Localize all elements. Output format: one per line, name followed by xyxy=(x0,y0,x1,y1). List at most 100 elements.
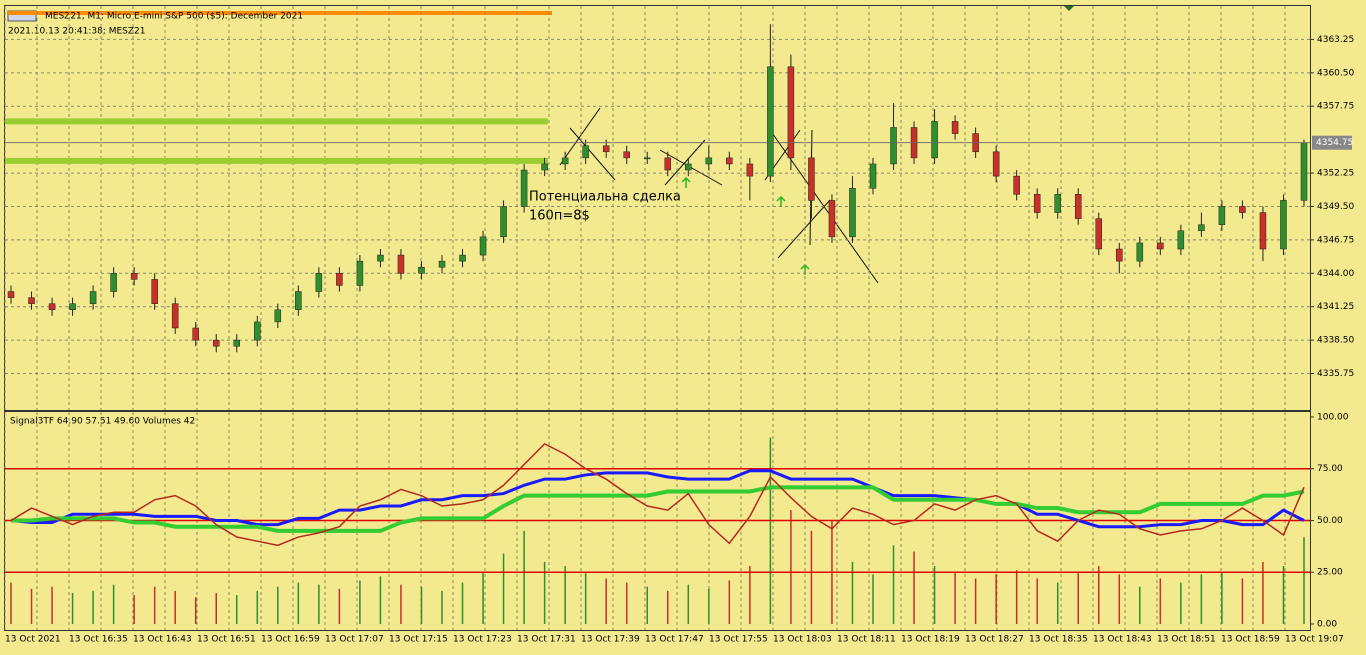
indicator-line xyxy=(10,442,1305,547)
y-tick-label: 4341.25 xyxy=(1317,302,1354,312)
x-tick-label: 13 Oct 18:35 xyxy=(1029,635,1088,645)
candle-body xyxy=(828,200,836,238)
candle-body xyxy=(151,279,158,304)
y-tick-label: 25.00 xyxy=(1317,568,1343,578)
candle-body xyxy=(336,273,343,286)
indicator-title: Signal3TF 64.90 57.51 49.60 Volumes 42 xyxy=(10,417,195,427)
y-tick-label: 0.00 xyxy=(1317,619,1337,629)
candle-body xyxy=(274,309,282,323)
candle-body xyxy=(171,303,179,329)
y-tick-label: 50.00 xyxy=(1317,516,1343,526)
annotation: 160п=8$ xyxy=(529,209,590,224)
candle-body xyxy=(582,145,589,159)
x-tick-label: 13 Oct 17:07 xyxy=(325,635,384,645)
candle-body xyxy=(233,339,241,347)
candle-body xyxy=(418,266,425,274)
chart-subtitle: 2021.10.13 20:41:38; MESZ21 xyxy=(8,27,146,37)
candle-body xyxy=(869,163,877,189)
candle-body xyxy=(1218,206,1226,225)
y-tick-label: 4344.00 xyxy=(1317,269,1354,279)
candle-body xyxy=(315,273,323,292)
x-tick-label: 13 Oct 18:51 xyxy=(1157,635,1216,645)
candle-body xyxy=(1074,194,1082,219)
candle-body xyxy=(951,121,959,134)
y-tick-label: 4338.50 xyxy=(1317,336,1354,346)
candle-body xyxy=(1095,218,1103,250)
candle-body xyxy=(254,321,261,341)
candle-body xyxy=(1177,230,1185,250)
candle-body xyxy=(110,273,117,292)
candle-body xyxy=(500,206,507,238)
x-tick-label: 13 Oct 17:55 xyxy=(709,635,768,645)
candle-body xyxy=(69,303,76,311)
candle-body xyxy=(459,254,466,262)
indicator-line xyxy=(10,469,1305,529)
y-tick-label: 4349.50 xyxy=(1317,202,1354,212)
y-tick-label: 4352.25 xyxy=(1317,169,1354,179)
x-tick-label: 13 Oct 17:23 xyxy=(453,635,512,645)
x-tick-label: 13 Oct 17:15 xyxy=(389,635,448,645)
x-tick-label: 13 Oct 18:03 xyxy=(773,635,832,645)
candle-body xyxy=(931,121,938,159)
candle-body xyxy=(643,157,651,160)
candle-body xyxy=(890,127,897,165)
candle-body xyxy=(1280,200,1287,250)
x-tick-label: 13 Oct 18:11 xyxy=(837,635,896,645)
candle-body xyxy=(685,163,692,171)
x-tick-label: 13 Oct 17:39 xyxy=(581,635,640,645)
indicator-line xyxy=(11,485,1305,533)
candle-body xyxy=(767,66,774,177)
candle-body xyxy=(479,236,487,256)
candle-body xyxy=(746,163,754,177)
candle-body xyxy=(561,157,569,165)
candle-body xyxy=(212,339,220,347)
candle-body xyxy=(1239,206,1246,213)
candle-body xyxy=(602,145,610,153)
candle-body xyxy=(356,260,364,286)
candle-body xyxy=(1013,175,1020,195)
candle-body xyxy=(849,188,856,238)
candle-body xyxy=(1300,142,1308,201)
candle-body xyxy=(787,66,795,159)
y-tick-label: 75.00 xyxy=(1317,464,1343,474)
candle-body xyxy=(1157,242,1164,250)
candle-body xyxy=(130,273,138,280)
x-tick-label: 13 Oct 16:35 xyxy=(69,635,128,645)
last-price-box xyxy=(1312,135,1352,150)
x-tick-label: 13 Oct 17:31 xyxy=(517,635,576,645)
y-tick-label: 4360.50 xyxy=(1317,68,1354,78)
price-panel xyxy=(4,5,1311,411)
candle-body xyxy=(295,291,302,311)
candle-body xyxy=(623,151,630,159)
candle-body xyxy=(1198,224,1205,232)
shift-marker xyxy=(1064,6,1074,11)
candle-body xyxy=(438,260,446,268)
chart-title: MESZ21, M1: Micro E-mini S&P 500 ($5): D… xyxy=(45,12,303,22)
annotation: Потенциальна сделка xyxy=(529,190,681,205)
candle-body xyxy=(992,151,1000,177)
candle-body xyxy=(48,303,56,311)
candle-body xyxy=(89,291,97,304)
candle-body xyxy=(1136,242,1144,262)
x-tick-label: 13 Oct 16:51 xyxy=(197,635,256,645)
y-tick-label: 100.00 xyxy=(1317,412,1349,422)
x-tick-label: 13 Oct 16:43 xyxy=(133,635,192,645)
candle-body xyxy=(1259,212,1267,250)
y-tick-label: 4335.75 xyxy=(1317,369,1354,379)
x-tick-label: 13 Oct 18:19 xyxy=(901,635,960,645)
candle-body xyxy=(1054,194,1061,213)
x-tick-label: 13 Oct 2021 xyxy=(5,635,61,645)
candle-body xyxy=(377,254,384,262)
x-tick-label: 13 Oct 18:43 xyxy=(1093,635,1152,645)
candle-body xyxy=(705,157,713,165)
x-tick-label: 13 Oct 16:59 xyxy=(261,635,320,645)
candle-body xyxy=(541,163,548,171)
candle-body xyxy=(192,327,199,341)
candle-body xyxy=(520,169,528,207)
y-tick-label: 4357.75 xyxy=(1317,102,1354,112)
candle-body xyxy=(28,297,35,304)
candle-body xyxy=(664,157,672,171)
last-price-label: 4354.75 xyxy=(1316,138,1353,148)
candle-body xyxy=(397,254,405,274)
